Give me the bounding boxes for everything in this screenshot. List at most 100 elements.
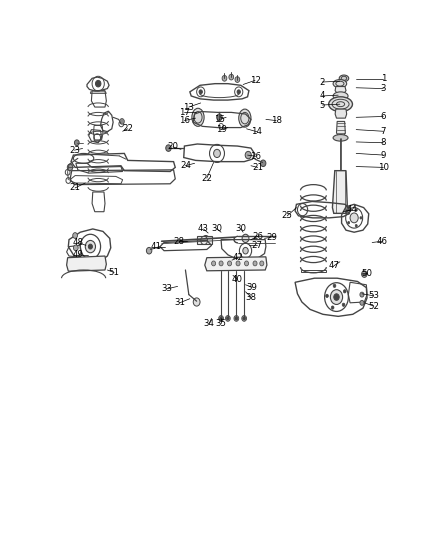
- Text: 43: 43: [198, 224, 209, 233]
- Circle shape: [219, 261, 223, 266]
- Circle shape: [355, 224, 357, 227]
- Polygon shape: [335, 86, 346, 93]
- Circle shape: [350, 213, 358, 223]
- Circle shape: [244, 261, 249, 266]
- Ellipse shape: [339, 75, 349, 82]
- Text: 18: 18: [271, 116, 282, 125]
- Ellipse shape: [333, 134, 348, 141]
- Circle shape: [236, 261, 240, 266]
- Ellipse shape: [328, 97, 353, 111]
- Text: 15: 15: [214, 115, 225, 124]
- Circle shape: [343, 290, 346, 293]
- Circle shape: [243, 247, 248, 254]
- Circle shape: [333, 284, 336, 287]
- Text: 20: 20: [167, 142, 178, 151]
- Circle shape: [360, 292, 364, 297]
- Circle shape: [242, 316, 247, 321]
- Circle shape: [146, 247, 152, 254]
- Circle shape: [74, 245, 78, 251]
- Circle shape: [348, 212, 350, 214]
- Text: 53: 53: [368, 292, 379, 300]
- Text: 13: 13: [184, 102, 194, 111]
- Circle shape: [234, 316, 239, 321]
- Circle shape: [348, 221, 350, 224]
- Text: 48: 48: [72, 238, 83, 247]
- Text: 22: 22: [122, 124, 133, 133]
- Ellipse shape: [333, 79, 346, 88]
- Polygon shape: [197, 236, 212, 244]
- Ellipse shape: [192, 108, 204, 126]
- Text: 42: 42: [233, 253, 244, 262]
- Circle shape: [330, 290, 343, 304]
- Circle shape: [217, 114, 222, 120]
- Polygon shape: [67, 256, 106, 271]
- Circle shape: [237, 90, 240, 94]
- Text: 16: 16: [179, 116, 190, 125]
- Circle shape: [214, 149, 220, 158]
- Text: 5: 5: [319, 101, 325, 109]
- Text: 44: 44: [346, 205, 357, 214]
- Text: 41: 41: [150, 242, 162, 251]
- Text: 33: 33: [161, 285, 172, 293]
- Text: 30: 30: [212, 224, 223, 233]
- Text: 28: 28: [173, 237, 184, 246]
- Circle shape: [253, 261, 257, 266]
- Text: 23: 23: [69, 146, 80, 155]
- Text: 40: 40: [232, 275, 243, 284]
- Text: 6: 6: [381, 112, 386, 121]
- Text: 21: 21: [252, 163, 263, 172]
- Text: 39: 39: [247, 282, 258, 292]
- Circle shape: [243, 317, 246, 320]
- Circle shape: [331, 306, 334, 309]
- Text: 17: 17: [179, 108, 190, 117]
- Circle shape: [235, 317, 238, 320]
- Ellipse shape: [239, 109, 251, 127]
- Circle shape: [219, 316, 223, 321]
- Circle shape: [73, 232, 78, 238]
- Circle shape: [193, 298, 200, 306]
- Text: 21: 21: [70, 183, 81, 192]
- Text: 24: 24: [180, 161, 191, 170]
- Text: 47: 47: [328, 261, 339, 270]
- Circle shape: [220, 317, 223, 320]
- Circle shape: [360, 301, 364, 305]
- Text: 49: 49: [72, 251, 83, 259]
- Circle shape: [334, 294, 339, 301]
- Circle shape: [342, 303, 345, 306]
- Polygon shape: [336, 122, 345, 136]
- Circle shape: [260, 261, 264, 266]
- Circle shape: [212, 261, 215, 266]
- Circle shape: [166, 145, 171, 151]
- Text: 10: 10: [378, 163, 389, 172]
- Polygon shape: [205, 257, 267, 271]
- Circle shape: [355, 209, 357, 211]
- Text: 4: 4: [319, 92, 325, 101]
- Text: 38: 38: [245, 293, 257, 302]
- Text: 8: 8: [381, 138, 386, 147]
- Circle shape: [95, 80, 101, 87]
- Text: 19: 19: [215, 125, 226, 134]
- Text: 25: 25: [282, 211, 293, 220]
- Circle shape: [362, 271, 367, 277]
- Circle shape: [202, 236, 209, 244]
- Text: 3: 3: [381, 84, 386, 93]
- Text: 16: 16: [250, 152, 261, 161]
- Circle shape: [326, 294, 328, 297]
- Text: 35: 35: [215, 319, 226, 328]
- Text: 27: 27: [251, 241, 262, 250]
- Text: 1: 1: [381, 74, 386, 83]
- Text: 31: 31: [174, 298, 185, 308]
- Polygon shape: [332, 171, 347, 213]
- Text: 12: 12: [250, 76, 261, 85]
- Text: 9: 9: [381, 150, 386, 159]
- Text: 2: 2: [319, 77, 325, 86]
- Circle shape: [226, 316, 230, 321]
- Text: 29: 29: [266, 232, 277, 241]
- Text: 51: 51: [109, 268, 120, 277]
- Text: 30: 30: [235, 224, 246, 233]
- Text: 26: 26: [252, 232, 263, 241]
- Circle shape: [88, 244, 92, 249]
- Text: 22: 22: [201, 174, 212, 183]
- Circle shape: [242, 235, 249, 243]
- Circle shape: [74, 140, 79, 146]
